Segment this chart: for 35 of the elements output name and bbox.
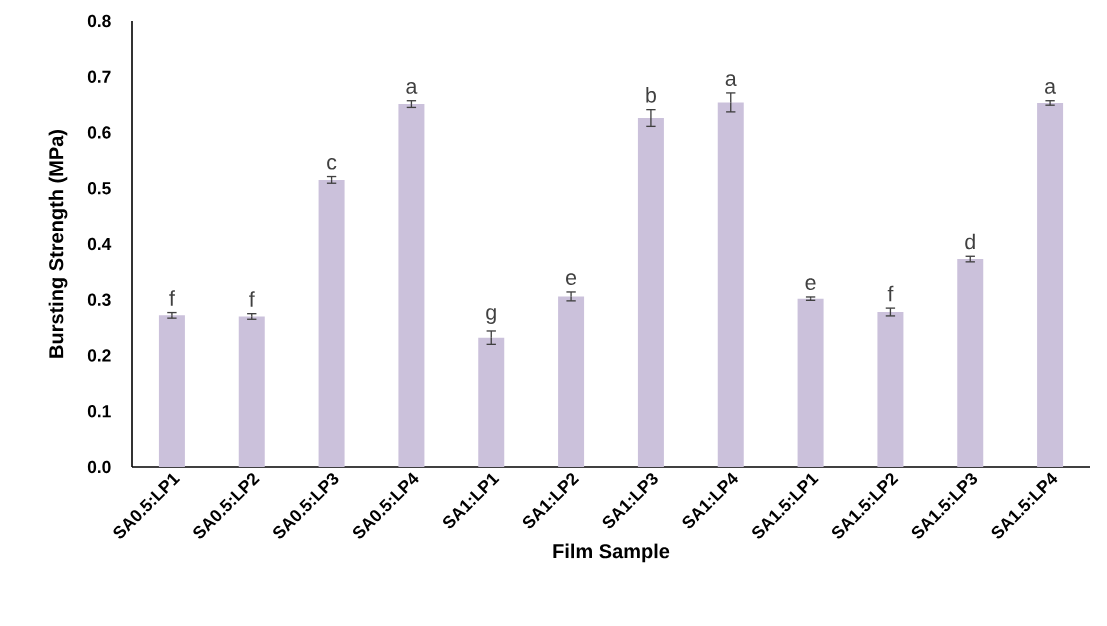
annotation: b <box>646 87 656 103</box>
bar <box>1037 102 1064 467</box>
annotation: g <box>486 308 496 325</box>
x-axis-title: Film Sample <box>553 543 670 563</box>
annotation: a <box>725 74 737 86</box>
annotation: f <box>169 290 175 306</box>
bar <box>238 316 265 467</box>
y-tick-label: 0.5 <box>87 182 111 195</box>
annotation: d <box>965 233 975 250</box>
y-tick-label: 0.0 <box>87 460 111 474</box>
annotation: e <box>566 273 577 286</box>
annotation: a <box>406 82 418 94</box>
bar <box>797 298 824 467</box>
bar <box>478 337 505 467</box>
annotation: f <box>887 285 894 302</box>
y-axis-title: Bursting Strength (MPa) <box>48 130 68 358</box>
annotation: a <box>1045 82 1057 94</box>
bar <box>158 315 185 467</box>
y-tick-label: 0.3 <box>87 293 111 306</box>
y-tick-label: 0.8 <box>87 14 111 28</box>
annotation: e <box>805 278 816 291</box>
bar <box>398 104 425 467</box>
y-tick-label: 0.2 <box>87 349 111 362</box>
bar <box>717 102 744 467</box>
y-tick-label: 0.4 <box>87 237 112 251</box>
y-tick-label: 0.1 <box>87 405 111 418</box>
y-tick-label: 0.7 <box>87 70 111 83</box>
bar <box>558 296 585 467</box>
annotation: c <box>327 157 337 170</box>
bar <box>957 259 984 467</box>
bar <box>877 312 904 467</box>
bar <box>637 118 664 467</box>
y-tick-label: 0.6 <box>87 126 111 139</box>
bar <box>318 179 345 467</box>
annotation: f <box>249 291 255 307</box>
